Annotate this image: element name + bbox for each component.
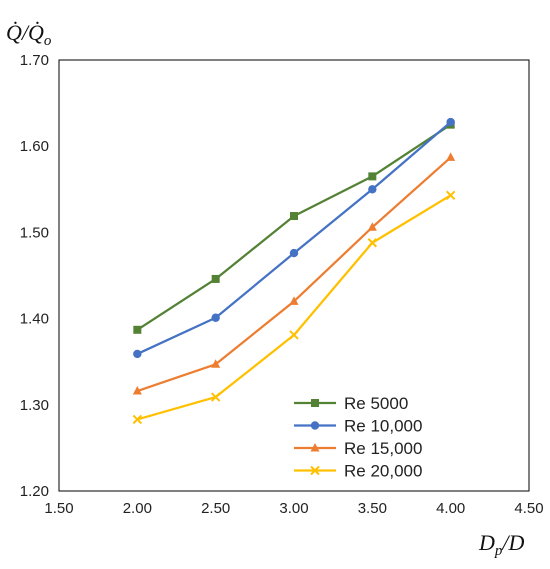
data-point (133, 325, 142, 334)
x-tick-label: 2.50 (201, 500, 230, 517)
data-point (367, 222, 377, 231)
data-point (446, 152, 456, 161)
x-axis-title: Dp/D (478, 530, 525, 559)
legend: Re 5000 Re 10,000 Re 15,000 Re 20,000 (294, 394, 422, 481)
y-axis-title: Q̇/Q̇o (6, 20, 52, 49)
x-tick-label: 3.00 (279, 500, 308, 517)
legend-label: Re 10,000 (344, 417, 422, 436)
y-tick-label: 1.20 (20, 483, 49, 500)
legend-item: Re 5000 (294, 394, 408, 413)
legend-label: Re 20,000 (344, 462, 422, 481)
y-tick-label: 1.40 (20, 311, 49, 328)
legend-swatch-marker (311, 399, 319, 407)
legend-label: Re 15,000 (344, 439, 422, 458)
y-axis-tick-labels: 1.20 1.30 1.40 1.50 1.60 1.70 (20, 52, 49, 500)
x-tick-label: 3.50 (358, 500, 387, 517)
plot-area-border (58, 59, 530, 492)
data-point (211, 274, 220, 283)
data-point (289, 296, 299, 305)
data-point (211, 313, 220, 322)
series-re-20-000 (132, 190, 456, 425)
data-point (446, 117, 455, 127)
data-point (367, 238, 378, 248)
series-re-15-000 (132, 152, 456, 395)
legend-item: Re 10,000 (294, 417, 422, 436)
legend-swatch-marker (310, 443, 320, 452)
x-axis-tick-labels: 1.50 2.00 2.50 3.00 3.50 4.00 4.50 (44, 500, 543, 517)
x-tick-label: 4.00 (436, 500, 465, 517)
legend-item: Re 15,000 (294, 439, 422, 458)
x-tick-label: 1.50 (44, 500, 73, 517)
data-point (289, 248, 299, 258)
data-point (132, 386, 142, 395)
data-point (368, 172, 377, 181)
data-point (289, 330, 299, 340)
series-re-10-000 (133, 117, 455, 359)
data-point (290, 212, 298, 221)
legend-swatch-marker (310, 465, 320, 476)
data-point (133, 349, 142, 359)
series-layer (132, 117, 456, 425)
legend-label: Re 5000 (344, 394, 408, 413)
y-tick-label: 1.60 (20, 138, 49, 155)
x-tick-label: 4.50 (514, 500, 543, 517)
data-point (445, 190, 456, 201)
data-point (368, 185, 377, 194)
data-point (211, 359, 221, 368)
x-tick-label: 2.00 (123, 500, 152, 517)
y-tick-label: 1.50 (20, 224, 49, 241)
legend-swatch-marker (310, 421, 320, 430)
legend-item: Re 20,000 (294, 462, 422, 481)
y-tick-label: 1.30 (20, 397, 49, 414)
y-tick-label: 1.70 (20, 52, 49, 69)
data-point (132, 414, 143, 425)
data-point (210, 392, 221, 402)
